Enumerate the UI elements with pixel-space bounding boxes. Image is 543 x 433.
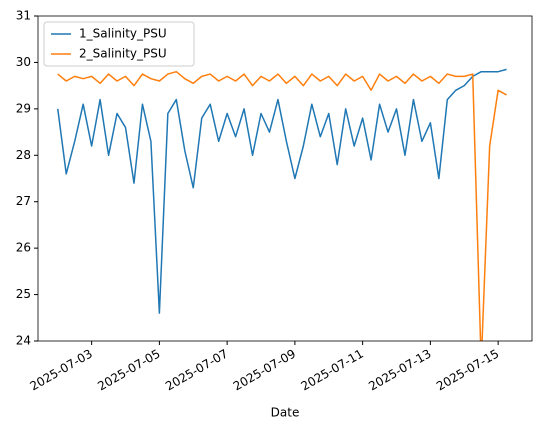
y-tick-label: 24 (16, 334, 31, 348)
y-tick-label: 28 (16, 148, 31, 162)
legend-box (43, 21, 195, 67)
y-tick-label: 25 (16, 287, 31, 301)
y-tick-label: 31 (16, 9, 31, 23)
data-line (57, 68, 507, 314)
y-tick-label: 30 (16, 55, 31, 69)
legend-label: 1_Salinity_PSU (79, 27, 167, 41)
x-axis-label: Date (271, 406, 300, 420)
legend-label: 2_Salinity_PSU (79, 47, 167, 61)
y-tick-label: 26 (16, 241, 31, 255)
plot-frame (37, 15, 533, 342)
y-tick-label: 27 (16, 194, 31, 208)
y-tick-label: 29 (16, 101, 31, 115)
data-line (57, 70, 507, 341)
